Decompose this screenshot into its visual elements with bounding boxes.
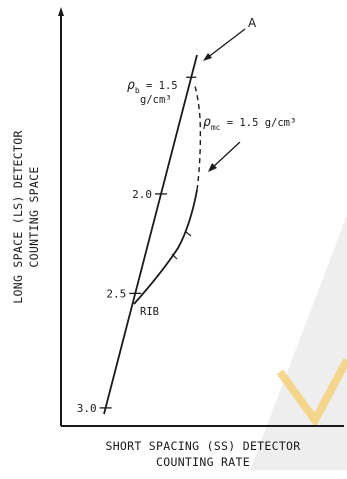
rib-line-solid bbox=[133, 189, 198, 305]
spine-tick-label: 2.0 bbox=[132, 188, 152, 201]
spine-tick-label: 2.5 bbox=[106, 287, 126, 300]
mudcake-rho-subscript: mc bbox=[211, 123, 221, 132]
rho-value: = 1.5 bbox=[140, 80, 178, 92]
spine-ticks: 2.0 2.5 3.0 bbox=[77, 76, 197, 415]
arrow-head bbox=[208, 163, 217, 172]
rib-tick bbox=[185, 231, 192, 237]
mudcake-density-label: ρmc = 1.5 g/cm³ bbox=[203, 115, 296, 132]
mudcake-rho-symbol: ρ bbox=[203, 115, 211, 130]
y-axis-title-line-1: LONG SPACE (LS) DETECTOR bbox=[11, 130, 25, 303]
arrow-to-point-a bbox=[206, 28, 246, 59]
svg-text:ρb = 1.5: ρb = 1.5 bbox=[127, 78, 178, 95]
watermark-orange-shape bbox=[276, 358, 347, 428]
arrow-head bbox=[203, 53, 212, 61]
watermark-grey-shape bbox=[250, 215, 347, 470]
rib-tick bbox=[171, 253, 178, 260]
spine-line bbox=[103, 54, 198, 415]
y-axis-arrow bbox=[58, 7, 64, 16]
mudcake-rho-value: = 1.5 g/cm³ bbox=[220, 117, 296, 129]
point-a-label: A bbox=[248, 16, 257, 30]
rib-line-dashed bbox=[194, 85, 202, 191]
x-axis-title-line-1: SHORT SPACING (SS) DETECTOR bbox=[105, 439, 300, 453]
rho-symbol: ρ bbox=[127, 78, 135, 93]
y-axis-title-line-2: COUNTING SPACE bbox=[27, 166, 41, 267]
arrow-to-mudcake bbox=[211, 141, 241, 169]
rho-subscript: b bbox=[135, 86, 140, 95]
rib-label: RIB bbox=[140, 306, 159, 318]
bulk-density-units: g/cm³ bbox=[140, 94, 172, 106]
spine-tick-label: 3.0 bbox=[77, 402, 97, 415]
bulk-density-label: ρb = 1.5 g/cm³ bbox=[127, 78, 178, 106]
x-axis-title-line-2: COUNTING RATE bbox=[156, 455, 250, 469]
